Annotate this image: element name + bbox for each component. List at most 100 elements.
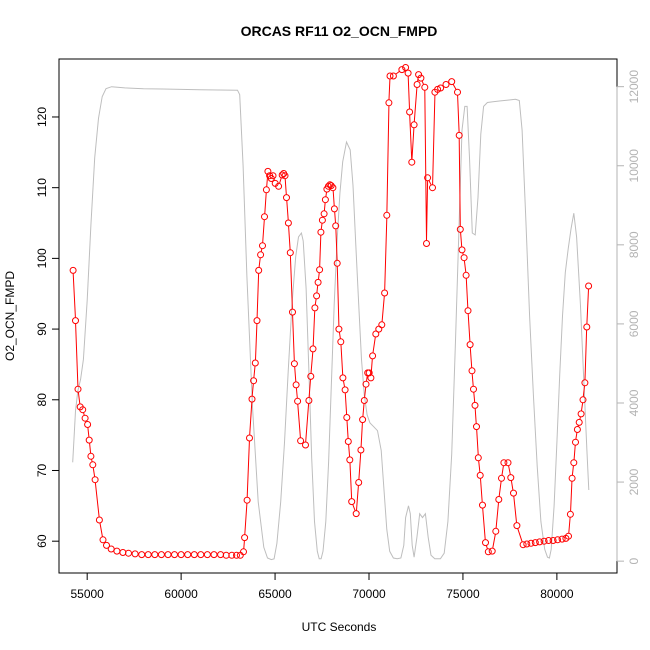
data-point [81, 414, 89, 422]
chart-title: ORCAS RF11 O2_OCN_FMPD [241, 23, 438, 39]
data-point [184, 551, 192, 559]
data-point [473, 423, 480, 431]
data-point [72, 317, 79, 325]
data-point [190, 551, 198, 559]
data-point [248, 395, 256, 403]
data-point [330, 205, 338, 213]
data-point [74, 385, 82, 393]
data-point [210, 551, 218, 559]
data-point [417, 74, 425, 82]
data-point [203, 551, 211, 559]
data-point [262, 186, 270, 194]
data-point [294, 397, 302, 405]
data-point [479, 501, 486, 509]
data-point [286, 249, 294, 257]
x-tick-label: 65000 [258, 587, 292, 601]
data-point [410, 121, 418, 129]
data-point [89, 461, 97, 469]
data-point [421, 83, 429, 91]
y2-tick-label: 10000 [627, 149, 641, 183]
data-point [335, 325, 343, 333]
data-point [375, 325, 383, 333]
data-point [302, 441, 309, 449]
data-point [320, 210, 328, 218]
data-point [549, 537, 557, 544]
data-point [317, 228, 325, 236]
data-point [240, 548, 247, 556]
data-point [157, 551, 165, 559]
data-point [495, 496, 503, 503]
y2-tick-label: 8000 [627, 231, 641, 258]
data-point [283, 194, 290, 202]
y-axis-title: O2_OCN_FMPD [3, 271, 17, 361]
data-point [228, 551, 236, 559]
data-point [79, 406, 87, 414]
data-point [357, 446, 365, 454]
data-point [437, 84, 445, 92]
data-point [352, 510, 360, 518]
data-point [355, 479, 363, 486]
data-point [243, 496, 251, 504]
data-point [458, 246, 466, 254]
data-point [275, 182, 283, 190]
data-point [454, 88, 461, 96]
data-point [398, 66, 406, 74]
data-point [321, 196, 329, 204]
data-point [305, 397, 313, 404]
data-point [164, 551, 172, 559]
y2-tick-label: 4000 [627, 389, 641, 416]
data-point [540, 537, 548, 545]
data-point [99, 536, 107, 544]
data-point [573, 426, 581, 433]
data-point [177, 551, 185, 559]
data-point [545, 537, 553, 544]
data-point [197, 551, 205, 559]
y2-tick-label: 6000 [627, 310, 641, 337]
data-point [423, 240, 430, 247]
data-point [281, 172, 289, 180]
data-point [333, 259, 341, 267]
data-point [448, 78, 456, 86]
data-point [484, 548, 492, 556]
data-point [365, 369, 373, 377]
data-point [171, 551, 178, 559]
y-tick-label: 90 [35, 322, 49, 336]
data-point [95, 516, 103, 524]
data-point [138, 551, 146, 559]
data-point [456, 225, 464, 233]
data-point [324, 182, 332, 190]
data-point [510, 489, 517, 497]
data-point [404, 69, 412, 77]
y-tick-label: 100 [35, 248, 49, 268]
x-tick-label: 80000 [540, 587, 574, 601]
data-point [269, 172, 277, 180]
data-point [476, 471, 484, 479]
data-point [492, 527, 500, 535]
data-point [482, 539, 489, 547]
data-point [113, 547, 121, 555]
data-point [566, 510, 574, 518]
data-point [442, 81, 450, 88]
data-point [261, 213, 268, 221]
x-tick-label: 70000 [352, 587, 386, 601]
data-point [413, 81, 421, 88]
y-tick-label: 70 [35, 463, 49, 477]
data-point [466, 341, 474, 349]
data-point [346, 456, 354, 464]
data-point [318, 216, 326, 224]
y-tick-label: 120 [35, 107, 49, 127]
y-tick-label: 80 [35, 393, 49, 407]
data-point [343, 414, 351, 421]
data-point [554, 536, 562, 544]
data-point [309, 345, 317, 353]
data-point [369, 352, 377, 360]
data-point [558, 535, 566, 543]
data-point [507, 474, 515, 482]
data-point [474, 454, 482, 462]
data-point [151, 551, 159, 559]
data-point [290, 360, 298, 368]
data-point [131, 550, 139, 558]
data-point [504, 459, 512, 467]
data-point [255, 266, 263, 274]
data-point [378, 321, 386, 329]
